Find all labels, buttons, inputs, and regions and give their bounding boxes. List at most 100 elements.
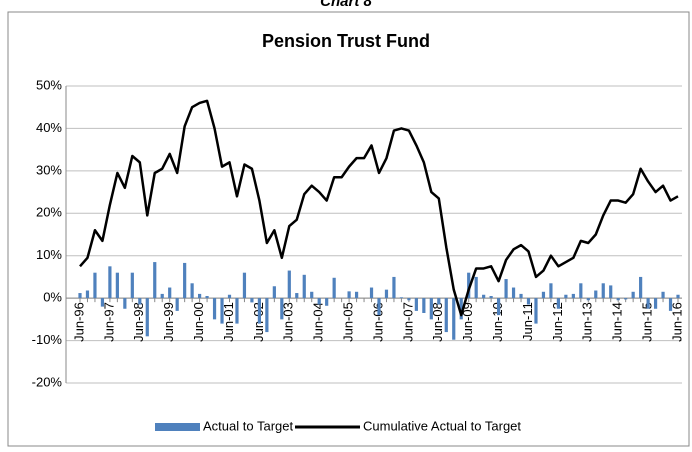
bar [265, 298, 269, 333]
bar [579, 283, 583, 299]
bar [250, 298, 254, 303]
bar [511, 287, 516, 299]
bar [212, 298, 217, 320]
x-tick-label: Jun-10 [490, 302, 505, 342]
bar [160, 293, 164, 299]
bar [414, 298, 418, 311]
bar [676, 294, 680, 299]
bar [108, 266, 112, 299]
bar [220, 298, 224, 324]
bar [198, 293, 202, 299]
bar [616, 298, 620, 301]
bar [272, 286, 276, 299]
x-tick-label: Jun-13 [580, 302, 595, 342]
y-tick-label: 10% [36, 247, 62, 262]
bar [497, 298, 501, 316]
bar [467, 272, 471, 299]
bar [526, 298, 531, 305]
bar [190, 283, 194, 299]
x-tick-label: Jun-15 [640, 302, 655, 342]
x-tick-label: Jun-97 [101, 302, 116, 342]
y-tick-label: 50% [36, 77, 62, 92]
bar [429, 298, 433, 320]
bar [399, 297, 404, 299]
bar [474, 276, 478, 299]
x-tick-label: Jun-01 [221, 302, 236, 342]
bar [631, 291, 635, 299]
bar [437, 298, 441, 305]
bar [459, 298, 463, 320]
bar [242, 272, 247, 299]
bar [661, 291, 665, 299]
x-tick-label: Jun-11 [520, 302, 535, 341]
x-tick-label: Jun-12 [550, 302, 565, 342]
bar [534, 298, 538, 324]
bar [377, 298, 381, 316]
bar [85, 290, 90, 299]
x-tick-label: Jun-05 [341, 302, 356, 342]
y-tick-label: -20% [32, 374, 63, 389]
bar [347, 291, 351, 299]
x-tick-label: Jun-99 [161, 302, 176, 342]
bar [504, 279, 508, 299]
bar [302, 274, 306, 299]
y-tick-label: 0% [43, 290, 62, 305]
legend-swatch [155, 423, 200, 431]
bar [601, 283, 605, 299]
bar [407, 298, 411, 301]
bar [205, 296, 209, 299]
bar [609, 285, 613, 299]
bar [369, 287, 374, 299]
x-tick-label: Jun-09 [460, 302, 475, 342]
bar [130, 272, 134, 299]
chart-frame [7, 11, 690, 447]
x-tick-label: Jun-06 [370, 302, 385, 342]
bar [668, 298, 673, 311]
bar [653, 298, 658, 309]
bar [168, 287, 172, 299]
bar [325, 298, 329, 306]
legend-label: Cumulative Actual to Target [363, 418, 521, 433]
bar [639, 276, 643, 299]
line [79, 99, 679, 317]
bar [624, 298, 628, 300]
bar [123, 298, 127, 309]
bar [541, 291, 546, 299]
x-tick-label: Jun-07 [400, 302, 415, 342]
x-tick-label: Jun-08 [430, 302, 445, 342]
bar [317, 298, 321, 305]
bar [646, 298, 650, 309]
y-tick-label: 30% [36, 162, 62, 177]
bar [93, 272, 97, 299]
bar [556, 298, 560, 309]
bar [175, 298, 179, 311]
bar [444, 298, 448, 333]
bar [422, 298, 426, 313]
x-tick-label: Jun-00 [191, 302, 206, 342]
bar [280, 298, 284, 320]
bar [153, 262, 157, 299]
bar [332, 277, 336, 299]
chart-title: Pension Trust Fund [262, 31, 430, 51]
page-label: Chart 8 [320, 0, 372, 10]
bar [452, 298, 456, 340]
legend-label: Actual to Target [203, 418, 293, 433]
bar [519, 293, 523, 299]
bar [384, 289, 389, 299]
bar [571, 293, 575, 299]
bar [100, 298, 105, 307]
bar [549, 283, 553, 299]
bar [227, 294, 232, 299]
bar [287, 270, 291, 299]
y-tick-label: 40% [36, 120, 62, 135]
bar [295, 293, 299, 299]
x-tick-label: Jun-03 [281, 302, 296, 342]
bar [392, 276, 396, 299]
x-tick-label: Jun-04 [311, 302, 326, 342]
bar [310, 291, 314, 299]
bar [586, 298, 590, 301]
x-tick-label: Jun-16 [669, 302, 684, 342]
bar [564, 294, 568, 299]
